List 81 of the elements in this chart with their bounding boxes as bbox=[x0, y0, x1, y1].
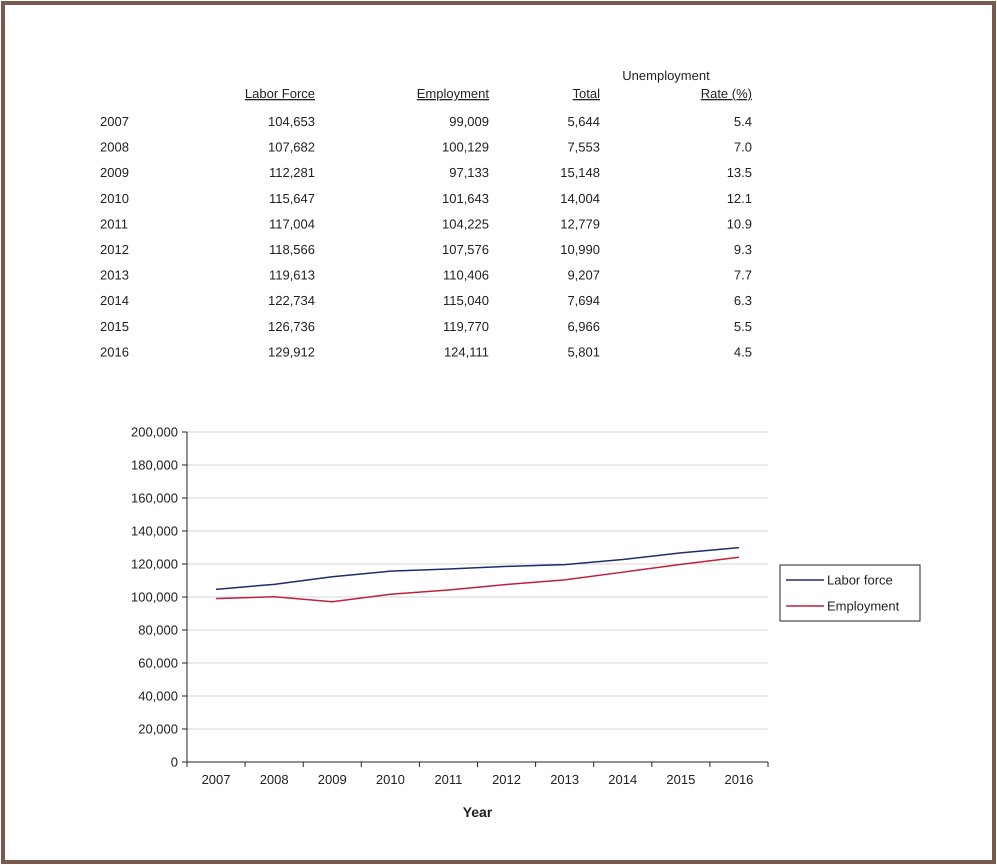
x-tick-label: 2016 bbox=[724, 772, 754, 787]
data-label: 12.1 bbox=[726, 190, 752, 206]
data-label: 10,990 bbox=[560, 242, 600, 257]
data-label: 5,801 bbox=[567, 344, 600, 360]
y-tick-label: 60,000 bbox=[138, 656, 178, 671]
data-label: 4.5 bbox=[734, 344, 752, 360]
text: Unemployment bbox=[622, 68, 710, 83]
data-label: 97,133 bbox=[449, 165, 489, 180]
x-tick-label: 2011 bbox=[434, 772, 462, 787]
x-tick-label: 2008 bbox=[260, 772, 289, 787]
data-label: 122,734 bbox=[268, 293, 315, 308]
data-label: 119,770 bbox=[442, 318, 489, 334]
data-label: 5.4 bbox=[734, 114, 752, 129]
x-tick-label: 2014 bbox=[608, 772, 638, 787]
x-tick-label: 2010 bbox=[376, 772, 405, 787]
x-tick-label: 2007 bbox=[202, 772, 231, 787]
data-label: 7,694 bbox=[567, 293, 600, 308]
x-tick-label: 2009 bbox=[318, 772, 347, 787]
line-series bbox=[215, 556, 740, 602]
data-label: 124,111 bbox=[444, 344, 489, 360]
data-label: 107,576 bbox=[442, 242, 489, 257]
data-label: 107,682 bbox=[268, 140, 315, 155]
data-label: 12,779 bbox=[560, 216, 600, 232]
data-label: 119,613 bbox=[268, 268, 315, 283]
data-label: 104,225 bbox=[442, 216, 489, 232]
x-tick-label: Total bbox=[572, 86, 600, 101]
data-label: 7.7 bbox=[734, 268, 752, 283]
data-label: 101,643 bbox=[442, 190, 489, 206]
y-tick-label: 2012 bbox=[100, 242, 129, 257]
data-label: 117,004 bbox=[268, 216, 315, 232]
data-label: 10.9 bbox=[726, 216, 752, 232]
data-label: 6,966 bbox=[567, 318, 600, 334]
legend-label: Employment bbox=[827, 598, 900, 614]
y-tick-label: 20,000 bbox=[138, 722, 178, 737]
y-tick-label: 2010 bbox=[100, 190, 129, 206]
data-label: 129,912 bbox=[268, 344, 315, 360]
data-label: 14,004 bbox=[560, 190, 600, 206]
data-label: 99,009 bbox=[449, 114, 489, 129]
y-tick-label: 2011 bbox=[100, 216, 128, 232]
x-tick-label: 2013 bbox=[550, 772, 580, 787]
legend-label: Labor force bbox=[827, 572, 893, 588]
data-label: 100,129 bbox=[442, 140, 489, 155]
x-axis-title: Year bbox=[462, 804, 493, 820]
x-tick-label: Rate (%) bbox=[700, 86, 752, 101]
y-tick-label: 2013 bbox=[100, 268, 129, 283]
data-label: 110,406 bbox=[442, 268, 489, 283]
y-tick-label: 2016 bbox=[100, 344, 129, 360]
y-tick-label: 2015 bbox=[100, 318, 129, 334]
y-tick-label: 180,000 bbox=[131, 458, 178, 473]
data-label: 9.3 bbox=[734, 242, 752, 257]
y-tick-label: 40,000 bbox=[138, 688, 178, 704]
line-series bbox=[215, 546, 740, 590]
data-label: 126,736 bbox=[268, 318, 315, 334]
y-tick-label: 140,000 bbox=[131, 524, 178, 539]
data-label: 7.0 bbox=[734, 140, 752, 155]
data-label: 104,653 bbox=[268, 114, 315, 129]
y-tick-label: 200,000 bbox=[131, 424, 178, 440]
data-label: 5,644 bbox=[567, 114, 600, 129]
y-tick-label: 2007 bbox=[100, 114, 129, 129]
x-tick-label: 2012 bbox=[492, 772, 522, 787]
data-label: 118,566 bbox=[268, 242, 315, 257]
x-tick-label: Labor Force bbox=[244, 86, 315, 101]
data-label: 13.5 bbox=[726, 165, 752, 180]
y-tick-label: 2014 bbox=[100, 293, 129, 308]
y-tick-label: 2009 bbox=[100, 165, 129, 180]
data-label: 9,207 bbox=[567, 268, 600, 283]
y-tick-label: 0 bbox=[170, 754, 178, 770]
data-label: 112,281 bbox=[268, 165, 315, 180]
y-tick-label: 2008 bbox=[100, 140, 129, 155]
y-tick-label: 120,000 bbox=[131, 556, 178, 572]
x-tick-label: 2015 bbox=[666, 772, 696, 787]
y-tick-label: 80,000 bbox=[138, 622, 178, 638]
y-tick-label: 100,000 bbox=[131, 590, 178, 605]
data-label: 15,148 bbox=[560, 165, 600, 180]
data-label: 5.5 bbox=[734, 318, 752, 334]
data-label: 6.3 bbox=[734, 293, 752, 308]
y-tick-label: 160,000 bbox=[131, 490, 178, 506]
data-label: 115,647 bbox=[268, 190, 315, 206]
data-label: 115,040 bbox=[442, 293, 489, 308]
data-label: 7,553 bbox=[567, 140, 600, 155]
x-tick-label: Employment bbox=[416, 86, 490, 101]
